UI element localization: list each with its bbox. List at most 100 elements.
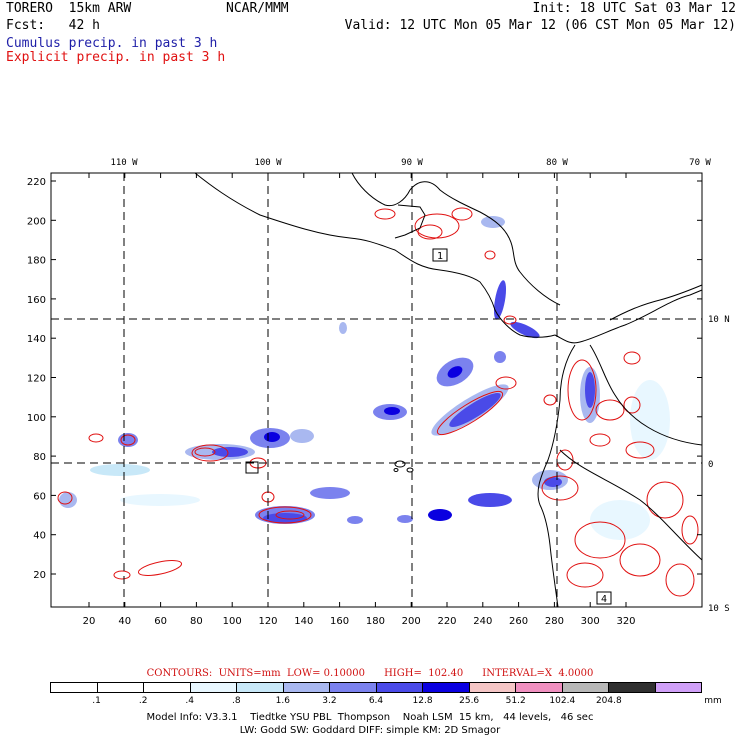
x-tick-label: 280 (545, 616, 564, 627)
precip-blob (447, 366, 463, 378)
contour (503, 315, 517, 325)
legend-swatch (144, 683, 191, 692)
coastline-mexico (194, 172, 556, 338)
y-tick-label: 80 (33, 452, 46, 463)
precip-blob (263, 513, 307, 523)
legend-swatch (609, 683, 656, 692)
model-info-line2: LW: Godd SW: Goddard DIFF: simple KM: 2D… (239, 725, 501, 736)
contour (57, 491, 73, 505)
marker-label-1: 1 (437, 251, 443, 262)
y-tick-label: 200 (27, 216, 46, 227)
lat-label: 10 S (708, 604, 730, 614)
contour (88, 433, 104, 443)
x-tick-label: 40 (118, 616, 131, 627)
border-central-america (394, 204, 426, 239)
galapagos-island (406, 467, 414, 473)
contour (665, 563, 695, 597)
contour (623, 396, 641, 414)
legend-value: 102.4 (549, 696, 576, 706)
legend-swatch (423, 683, 470, 692)
y-tick-label: 160 (27, 295, 46, 306)
precip-blob (510, 321, 540, 339)
explicit-precip-contours (57, 207, 699, 597)
x-tick-label: 140 (294, 616, 313, 627)
lon-label: 90 W (401, 158, 423, 168)
contour (191, 444, 229, 462)
legend-value: 3.2 (322, 696, 337, 706)
legend-value: .1 (92, 696, 101, 706)
legend-swatch (562, 683, 609, 692)
legend-value: .8 (231, 696, 241, 706)
precip-blob (212, 447, 248, 457)
contour (495, 376, 517, 390)
model-info-line1: Model Info: V3.3.1 Tiedtke YSU PBL Thomp… (146, 712, 594, 723)
precip-blob (347, 516, 363, 524)
border-colombia (589, 344, 703, 446)
org-label: NCAR/MMM (226, 1, 289, 16)
y-tick-label: 180 (27, 256, 46, 267)
legend-swatch (237, 683, 284, 692)
lon-label: 100 W (254, 158, 282, 168)
latitude-labels: 10 N 0 10 S (708, 315, 730, 614)
precip-blob (468, 493, 512, 507)
precip-blob (59, 492, 77, 508)
precip-blob (264, 432, 280, 442)
lon-label: 70 W (689, 158, 711, 168)
valid-time: Valid: 12 UTC Mon 05 Mar 12 (06 CST Mon … (344, 18, 736, 33)
legend-swatch (190, 683, 237, 692)
contour (275, 510, 305, 520)
legend-value: .2 (138, 696, 148, 706)
contour (194, 447, 216, 457)
legend-value: 25.6 (459, 696, 480, 706)
precip-blob (585, 372, 595, 408)
y-tick-label: 140 (27, 334, 46, 345)
y-tick-label: 100 (27, 413, 46, 424)
contour (258, 506, 312, 524)
contours-info: CONTOURS: UNITS=mm LOW= 0.10000 HIGH= 10… (146, 668, 594, 679)
contour (541, 475, 579, 501)
precip-blob (290, 429, 314, 443)
galapagos-island (393, 468, 399, 472)
x-axis-ticks: 20 40 60 80 100 120 140 160 180 200 220 240 260 280 30… (83, 173, 636, 627)
model-title: TORERO 15km ARW (6, 1, 132, 16)
legend-swatch (51, 683, 98, 692)
galapagos-island (394, 460, 406, 468)
precip-blob (120, 494, 200, 506)
contour (589, 433, 611, 447)
contour (417, 224, 443, 240)
precip-blob (310, 487, 350, 499)
y-tick-label: 120 (27, 374, 46, 385)
y-tick-label: 20 (33, 570, 46, 581)
x-tick-label: 240 (473, 616, 492, 627)
legend-value: 51.2 (505, 696, 526, 706)
y-tick-label: 220 (27, 177, 46, 188)
contour (137, 560, 183, 576)
precip-blob (339, 322, 347, 334)
x-tick-label: 120 (258, 616, 277, 627)
forecast-hour: Fcst: 42 h (6, 18, 100, 33)
marker-label-4: 4 (601, 594, 607, 605)
precip-blob (384, 407, 400, 415)
marker-box (245, 461, 259, 474)
lat-label: 10 N (708, 315, 730, 325)
precip-blob (397, 515, 413, 523)
precip-blob (428, 509, 452, 521)
contour (120, 434, 136, 446)
legend-value: 12.8 (412, 696, 433, 706)
contour (619, 543, 661, 577)
explicit-label: Explicit precip. in past 3 h (6, 50, 226, 65)
legend-value: 204.8 (595, 696, 622, 706)
precip-blob (449, 393, 501, 427)
cumulus-label: Cumulus precip. in past 3 h (6, 36, 218, 51)
precip-blob (481, 216, 505, 228)
x-tick-label: 80 (190, 616, 203, 627)
coastline-pacific-sa (537, 344, 576, 608)
legend-swatch (97, 683, 144, 692)
x-tick-label: 300 (581, 616, 600, 627)
lat-label: 0 (708, 460, 713, 470)
contour (436, 390, 504, 436)
y-tick-label: 40 (33, 531, 46, 542)
x-tick-label: 60 (154, 616, 167, 627)
contour (646, 481, 684, 519)
